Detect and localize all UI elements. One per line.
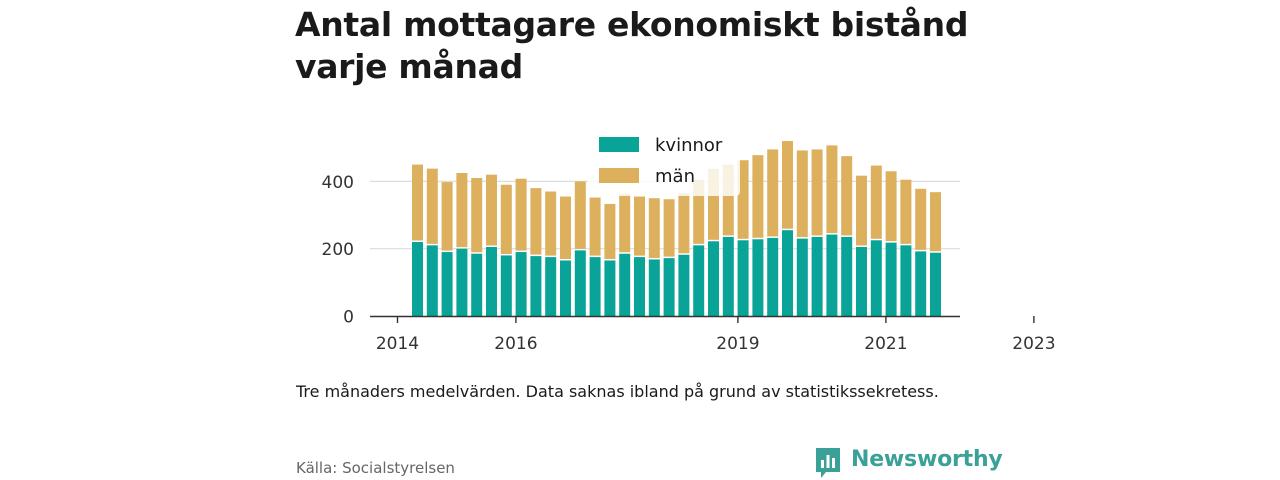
bar-kvinnor[interactable] [767, 237, 779, 316]
legend-swatch-kvinnor [599, 137, 639, 152]
bar-man[interactable] [589, 197, 601, 256]
bar-man[interactable] [693, 179, 705, 244]
bar-man[interactable] [545, 191, 557, 256]
bar-man[interactable] [708, 168, 719, 240]
bar-chart-speech-bubble-icon [816, 448, 840, 478]
bar-kvinnor[interactable] [471, 253, 483, 316]
bar-kvinnor[interactable] [426, 245, 438, 316]
axes: 0 200 400 2014 2016 2019 2021 2023 [322, 173, 1056, 354]
y-tick-label: 0 [343, 308, 354, 328]
bar-kvinnor[interactable] [560, 260, 571, 316]
bar-kvinnor[interactable] [885, 242, 897, 316]
bar-kvinnor[interactable] [500, 255, 512, 316]
bar-man[interactable] [841, 156, 853, 236]
bar-kvinnor[interactable] [634, 257, 645, 316]
bar-man[interactable] [856, 175, 867, 246]
bar-kvinnor[interactable] [574, 250, 586, 316]
legend[interactable]: kvinnor män [588, 126, 740, 196]
x-tick-label: 2014 [376, 334, 419, 354]
bar-man[interactable] [826, 145, 838, 234]
bar-kvinnor[interactable] [412, 241, 423, 316]
source-label: Källa: Socialstyrelsen [296, 459, 455, 477]
bar-man[interactable] [752, 155, 764, 238]
bar-kvinnor[interactable] [663, 258, 675, 316]
bar-man[interactable] [782, 141, 793, 229]
bar-man[interactable] [604, 203, 616, 259]
legend-label-kvinnor: kvinnor [655, 135, 723, 156]
bar-kvinnor[interactable] [486, 247, 497, 316]
bar-man[interactable] [737, 160, 749, 239]
bar-man[interactable] [441, 182, 453, 251]
bar-man[interactable] [915, 188, 927, 250]
bar-kvinnor[interactable] [648, 259, 660, 316]
bar-man[interactable] [500, 184, 512, 254]
bar-man[interactable] [796, 150, 808, 238]
bar-kvinnor[interactable] [456, 248, 468, 316]
bar-kvinnor[interactable] [545, 257, 557, 316]
bar-man[interactable] [471, 178, 483, 253]
bar-man[interactable] [530, 188, 542, 255]
bar-kvinnor[interactable] [841, 236, 853, 316]
bar-kvinnor[interactable] [782, 230, 793, 316]
bar-kvinnor[interactable] [515, 252, 527, 316]
bar-kvinnor[interactable] [930, 252, 941, 316]
bar-man[interactable] [634, 196, 645, 256]
bar-kvinnor[interactable] [604, 260, 616, 316]
y-tick-label: 400 [322, 173, 354, 193]
bar-kvinnor[interactable] [737, 240, 749, 316]
legend-label-man: män [655, 166, 695, 187]
bar-man[interactable] [456, 172, 468, 248]
bar-man[interactable] [870, 165, 882, 239]
x-tick-label: 2021 [864, 334, 907, 354]
bar-man[interactable] [885, 171, 897, 242]
logo-text: Newsworthy [851, 447, 1003, 472]
bar-man[interactable] [486, 174, 497, 246]
chart-title: Antal mottagare ekonomiskt bistånd varje… [295, 5, 969, 86]
bar-man[interactable] [560, 196, 571, 259]
x-tick-label: 2016 [494, 334, 537, 354]
bar-kvinnor[interactable] [870, 240, 882, 316]
bar-man[interactable] [811, 149, 823, 236]
bar-man[interactable] [678, 193, 690, 254]
bar-kvinnor[interactable] [619, 253, 631, 316]
bar-kvinnor[interactable] [441, 252, 453, 316]
bar-man[interactable] [900, 179, 912, 244]
newsworthy-logo[interactable]: Newsworthy [814, 446, 1003, 480]
bar-kvinnor[interactable] [708, 241, 719, 316]
bar-man[interactable] [412, 164, 423, 241]
bar-man[interactable] [663, 199, 675, 257]
bar-kvinnor[interactable] [915, 251, 927, 316]
y-tick-label: 200 [322, 240, 354, 260]
bar-kvinnor[interactable] [589, 257, 601, 316]
bar-kvinnor[interactable] [796, 238, 808, 316]
bars [412, 141, 941, 316]
chart-note: Tre månaders medelvärden. Data saknas ib… [296, 382, 939, 401]
bar-man[interactable] [722, 164, 734, 236]
bar-man[interactable] [648, 198, 660, 258]
bar-man[interactable] [767, 149, 779, 237]
bar-kvinnor[interactable] [722, 236, 734, 316]
bar-man[interactable] [619, 193, 631, 253]
bar-man[interactable] [574, 181, 586, 249]
bar-kvinnor[interactable] [678, 254, 690, 316]
bar-man[interactable] [930, 192, 941, 252]
x-tick-label: 2019 [716, 334, 759, 354]
bar-man[interactable] [515, 178, 527, 251]
bar-man[interactable] [426, 168, 438, 244]
bar-kvinnor[interactable] [826, 234, 838, 316]
bar-kvinnor[interactable] [752, 239, 764, 316]
legend-swatch-man [599, 168, 639, 183]
x-tick-label: 2023 [1012, 334, 1055, 354]
bar-kvinnor[interactable] [900, 245, 912, 316]
bar-kvinnor[interactable] [693, 245, 705, 316]
bar-kvinnor[interactable] [530, 256, 542, 316]
bar-kvinnor[interactable] [811, 236, 823, 316]
bar-kvinnor[interactable] [856, 247, 867, 316]
